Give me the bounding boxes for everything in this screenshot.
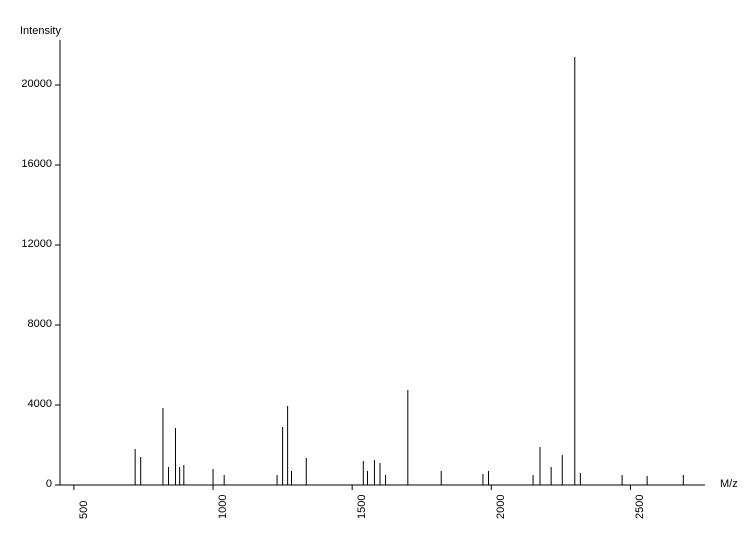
y-tick-label: 8000 <box>12 318 52 330</box>
x-axis-title: M/z <box>720 478 738 490</box>
y-tick-label: 16000 <box>12 158 52 170</box>
y-tick-label: 12000 <box>12 238 52 250</box>
x-tick-label: 2500 <box>634 495 646 519</box>
y-tick-label: 20000 <box>12 78 52 90</box>
mass-spectrum-chart: Intensity M/z 0 4000 8000 12000 16000 20000 50… <box>0 0 750 540</box>
y-tick-label: 0 <box>12 478 52 490</box>
y-tick-label: 4000 <box>12 398 52 410</box>
chart-svg <box>0 0 750 540</box>
x-tick-label: 1500 <box>356 495 368 519</box>
y-axis-title: Intensity <box>20 25 61 37</box>
x-tick-label: 500 <box>78 501 90 519</box>
x-tick-label: 1000 <box>217 495 229 519</box>
x-tick-label: 2000 <box>495 495 507 519</box>
